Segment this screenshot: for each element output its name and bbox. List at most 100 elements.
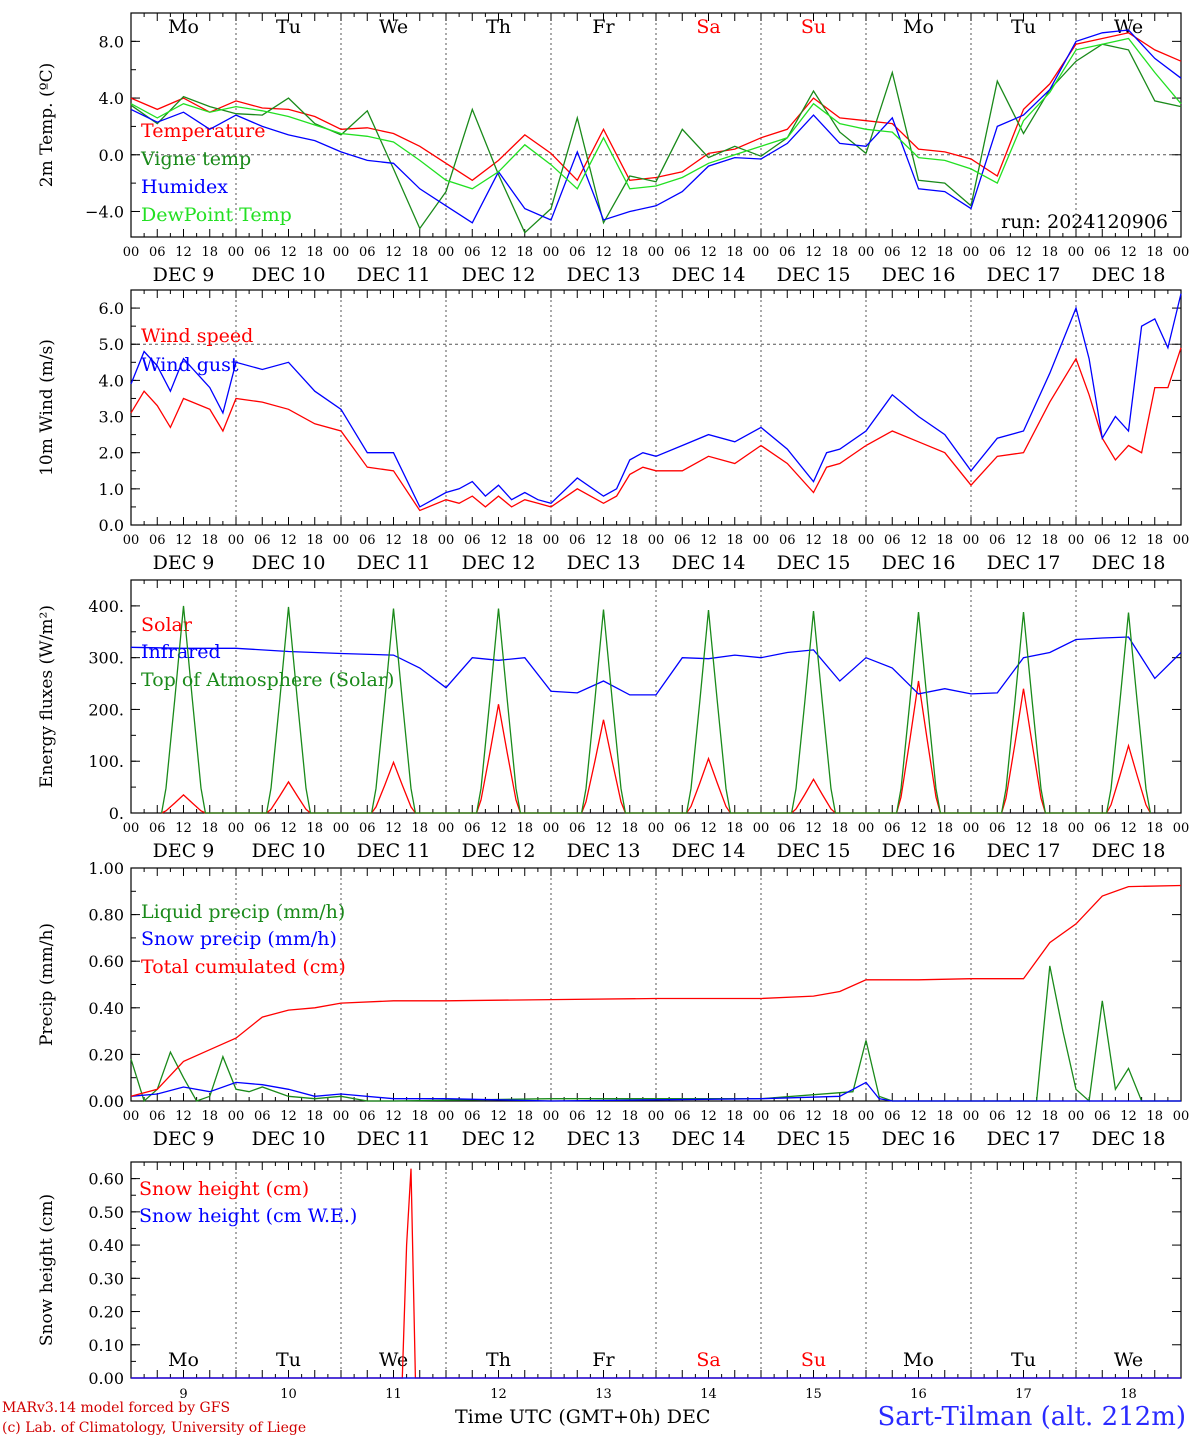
hour-tick-label: 06: [359, 533, 376, 548]
hour-tick-label: 06: [359, 1109, 376, 1124]
date-label: DEC 18: [1092, 552, 1166, 574]
series-line: [160, 605, 1152, 814]
series-line: [130, 347, 1182, 512]
hour-tick-label: 12: [1120, 1109, 1137, 1124]
hour-tick-label: 00: [858, 245, 875, 260]
legend-entry: Total cumulated (cm): [141, 956, 346, 978]
hour-tick-label: 12: [490, 1109, 507, 1124]
weekday-label: Fr: [592, 1349, 615, 1371]
hour-tick-label: 00: [333, 1109, 350, 1124]
hour-tick-label: 06: [149, 1109, 166, 1124]
weekday-label: Tu: [276, 1349, 301, 1371]
y-tick-label: 0.00: [88, 1369, 124, 1388]
hour-tick-label: 00: [753, 821, 770, 836]
hour-tick-label: 00: [438, 533, 455, 548]
series-line: [130, 965, 1181, 1103]
day-number-label: 14: [700, 1387, 717, 1402]
hour-tick-label: 18: [306, 533, 323, 548]
hour-tick-label: 06: [149, 821, 166, 836]
date-label: DEC 13: [567, 1128, 641, 1150]
hour-tick-label: 06: [779, 533, 796, 548]
y-tick-label: 0.60: [88, 952, 124, 971]
y-tick-label: 8.0: [99, 32, 124, 51]
date-label: DEC 14: [672, 840, 746, 862]
weekday-label: Sa: [696, 16, 720, 38]
y-tick-label: 6.0: [99, 299, 124, 318]
hour-tick-label: 06: [149, 533, 166, 548]
hour-tick-label: 12: [805, 245, 822, 260]
hour-tick-label: 18: [936, 821, 953, 836]
hour-tick-label: 00: [228, 245, 245, 260]
legend-entry: Snow height (cm): [139, 1178, 309, 1200]
hour-tick-label: 00: [648, 821, 665, 836]
hour-tick-label: 00: [228, 821, 245, 836]
hour-tick-label: 18: [831, 1109, 848, 1124]
weekday-label: Th: [486, 16, 511, 38]
y-tick-label: 0.20: [88, 1045, 124, 1064]
date-label: DEC 9: [153, 840, 215, 862]
hour-tick-label: 00: [1068, 533, 1085, 548]
series-line: [130, 1081, 1181, 1102]
y-axis-label: 2m Temp. (ºC): [37, 63, 57, 188]
hour-tick-label: 18: [201, 821, 218, 836]
hour-tick-label: 12: [700, 821, 717, 836]
hour-tick-label: 12: [175, 821, 192, 836]
day-number-label: 15: [805, 1387, 822, 1402]
hour-tick-label: 12: [1015, 1109, 1032, 1124]
hour-tick-label: 12: [700, 533, 717, 548]
hour-tick-label: 18: [726, 533, 743, 548]
hour-tick-label: 00: [1068, 1109, 1085, 1124]
hour-tick-label: 12: [1120, 821, 1137, 836]
series-line: [130, 32, 1182, 182]
panel-3: 0. 100. 200. 300. 400. Energy fluxes (W/m²) 00…: [37, 579, 1189, 862]
hour-tick-label: 18: [306, 821, 323, 836]
date-label: DEC 17: [987, 264, 1061, 286]
hour-tick-label: 12: [1015, 821, 1032, 836]
hour-tick-label: 12: [1120, 533, 1137, 548]
date-label: DEC 11: [357, 264, 431, 286]
y-tick-label: 0.40: [88, 1236, 124, 1255]
date-label: DEC 9: [153, 1128, 215, 1150]
hour-tick-label: 00: [543, 245, 560, 260]
y-tick-label: 1.00: [88, 859, 124, 878]
hour-tick-label: 12: [910, 1109, 927, 1124]
date-label: DEC 12: [462, 264, 536, 286]
weekday-label: Tu: [276, 16, 301, 38]
hour-tick-label: 12: [595, 245, 612, 260]
day-number-label: 16: [910, 1387, 927, 1402]
hour-tick-label: 18: [516, 821, 533, 836]
hour-tick-label: 00: [543, 1109, 560, 1124]
hour-tick-label: 12: [910, 533, 927, 548]
date-label: DEC 14: [672, 552, 746, 574]
series-line: [130, 293, 1182, 508]
date-label: DEC 17: [987, 1128, 1061, 1150]
date-label: DEC 16: [882, 264, 956, 286]
hour-tick-label: 18: [306, 245, 323, 260]
date-label: DEC 16: [882, 1128, 956, 1150]
hour-tick-label: 18: [201, 245, 218, 260]
weekday-label: Mo: [903, 16, 934, 38]
hour-tick-label: 06: [884, 1109, 901, 1124]
hour-tick-label: 00: [333, 245, 350, 260]
y-axis-label: Energy fluxes (W/m²): [37, 605, 57, 788]
y-tick-label: 0.: [109, 804, 124, 823]
hour-tick-label: 12: [805, 821, 822, 836]
hour-tick-label: 06: [569, 821, 586, 836]
hour-tick-label: 18: [936, 245, 953, 260]
run-label: run: 2024120906: [1001, 211, 1168, 233]
hour-tick-label: 18: [516, 245, 533, 260]
hour-tick-label: 00: [648, 533, 665, 548]
hour-tick-label: 06: [569, 1109, 586, 1124]
date-label: DEC 10: [252, 552, 326, 574]
hour-tick-label: 00: [438, 1109, 455, 1124]
hour-tick-label: 00: [228, 1109, 245, 1124]
hour-tick-label: 06: [779, 821, 796, 836]
hour-tick-label: 00: [1173, 245, 1190, 260]
hour-tick-label: 00: [858, 533, 875, 548]
hour-tick-label: 06: [674, 1109, 691, 1124]
hour-tick-label: 06: [359, 821, 376, 836]
hour-tick-label: 18: [1041, 533, 1058, 548]
hour-tick-label: 00: [753, 1109, 770, 1124]
hour-tick-label: 12: [280, 1109, 297, 1124]
weekday-label: Mo: [168, 16, 199, 38]
